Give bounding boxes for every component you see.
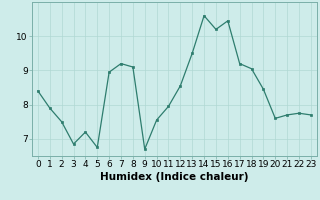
X-axis label: Humidex (Indice chaleur): Humidex (Indice chaleur) xyxy=(100,172,249,182)
